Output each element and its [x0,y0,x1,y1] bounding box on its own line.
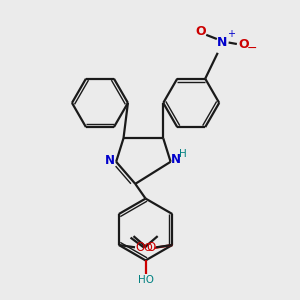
Text: N: N [105,154,115,167]
Text: HO: HO [138,274,154,285]
Text: O: O [146,241,156,254]
Text: −: − [246,42,257,55]
Text: N: N [217,36,227,49]
Text: H: H [179,148,187,158]
Text: N: N [171,153,181,166]
Text: methyl_label: methyl_label [104,230,149,237]
Text: O: O [238,38,249,50]
Text: methyl: methyl [126,237,151,243]
Text: O: O [135,241,145,254]
Text: O: O [144,243,153,253]
Text: +: + [227,29,235,39]
Text: O: O [196,25,206,38]
Text: methoxy: methoxy [110,230,140,236]
